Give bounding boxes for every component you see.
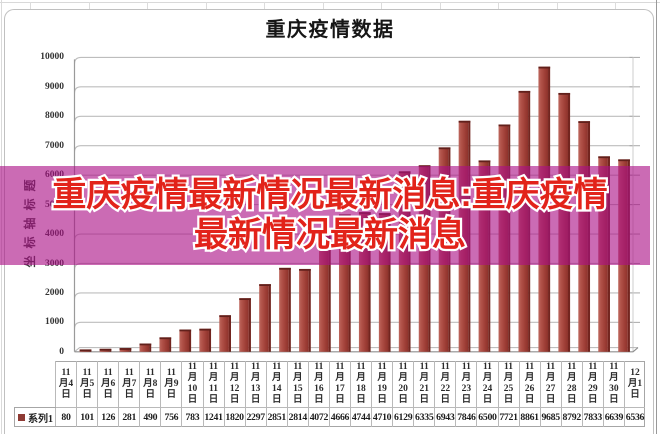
spreadsheet-column-line [498,2,499,10]
chart-title: 重庆疫情数据 [265,19,395,41]
bar [159,337,172,352]
table-value-cell: 7721 [497,407,519,427]
bar [239,298,251,352]
y-tick-label: 7000 [45,140,64,151]
series-legend-label: 系列1 [28,413,53,425]
table-value-cell: 9685 [539,407,561,427]
y-tick-label: 9000 [45,81,64,92]
table-value-cell: 7833 [581,407,603,427]
table-date-header: 11月19日 [371,361,392,407]
table-value-cell: 1241 [202,407,224,427]
table-date-header: 11月22日 [434,361,455,407]
spreadsheet-column-line [147,2,148,10]
table-date-header: 11月23日 [455,361,476,407]
table-date-header: 11月17日 [328,361,350,407]
table-value-cell: 6335 [413,407,434,427]
table-value-cell: 4072 [307,407,329,427]
spreadsheet-column-line [615,2,616,10]
bar [99,348,112,352]
table-date-header: 11月27日 [539,361,561,407]
table-date-header: 11月6日 [97,361,118,407]
table-value-cell: 2814 [286,407,308,427]
y-tick-label: 8000 [45,111,64,122]
table-value-cell: 4666 [328,407,350,427]
table-value-cell: 281 [118,407,139,427]
table-value-cell: 2851 [265,407,287,427]
table-value-cell: 8861 [518,407,540,427]
bar [199,328,212,352]
y-tick-label: 10000 [40,52,64,63]
table-date-header: 11月18日 [350,361,371,407]
table-value-cell: 783 [181,407,202,427]
table-date-header: 11月14日 [265,361,287,407]
table-value-cell: 2297 [244,407,266,427]
table-date-header: 11月11日 [202,361,224,407]
spreadsheet-column-line [88,2,90,10]
y-tick-label: 1000 [45,317,64,328]
bar [179,329,192,352]
series-legend-marker [18,413,25,421]
promo-headline-outline: 重庆疫情最新情况最新消息:重庆疫情 最新情况最新消息 [50,174,610,256]
table-value-cell: 6536 [623,407,645,427]
y-tick-label: 0 [59,346,64,357]
legend-item: 系列1 [14,407,56,427]
table-date-header: 12月1日 [623,361,645,407]
table-value-cell: 4744 [350,407,371,427]
table-value-cell: 6500 [476,407,497,427]
bar [299,268,311,352]
table-date-header: 11月29日 [581,361,603,407]
table-value-cell: 126 [97,407,118,427]
table-date-header: 11月15日 [286,361,308,407]
table-date-header: 11月28日 [560,361,582,407]
table-value-cell: 7846 [455,407,476,427]
table-value-cell: 6129 [392,407,413,427]
bar [219,315,231,352]
bar [119,348,132,352]
spreadsheet-right-edge [656,0,657,434]
bar [259,284,271,352]
table-date-header: 11月5日 [76,361,97,407]
table-date-header: 11月30日 [602,361,624,407]
table-value-cell: 80 [55,407,76,427]
promo-overlay-band: 重庆疫情最新情况最新消息:重庆疫情 最新情况最新消息 重庆疫情最新情况最新消息:… [0,166,650,265]
y-tick-label: 2000 [45,287,64,298]
bar [79,349,92,352]
spreadsheet-column-line [381,2,382,10]
table-date-header: 11月16日 [307,361,329,407]
table-date-header: 11月25日 [497,361,519,407]
table-date-header: 11月9日 [160,361,181,407]
table-value-cell: 8792 [560,407,582,427]
table-date-header: 11月20日 [392,361,413,407]
spreadsheet-column-line [30,2,31,10]
table-value-cell: 490 [139,407,160,427]
table-value-cell: 101 [76,407,97,427]
spreadsheet-row-line [0,2,660,3]
bar [139,343,152,352]
spreadsheet-column-line [264,2,265,10]
table-date-header: 11月12日 [223,361,245,407]
table-date-header: 11月10日 [181,361,202,407]
table-date-header: 11月8日 [139,361,160,407]
table-date-header: 11月26日 [518,361,540,407]
table-value-cell: 6943 [434,407,455,427]
table-date-header: 11月21日 [413,361,434,407]
table-value-cell: 1820 [223,407,245,427]
table-date-header: 11月24日 [476,361,497,407]
spreadsheet-column-line [439,2,441,10]
table-value-cell: 6639 [602,407,624,427]
bar [279,267,291,352]
table-date-header: 11月4日 [55,361,76,407]
promo-headline: 重庆疫情最新情况最新消息:重庆疫情 最新情况最新消息 [52,176,608,254]
table-date-header: 11月7日 [118,361,139,407]
table-value-cell: 4710 [371,407,392,427]
spreadsheet-column-line [322,2,324,10]
table-value-cell: 756 [160,407,181,427]
spreadsheet-column-line [205,2,207,10]
table-date-header: 11月13日 [244,361,266,407]
spreadsheet-column-line [556,2,558,10]
